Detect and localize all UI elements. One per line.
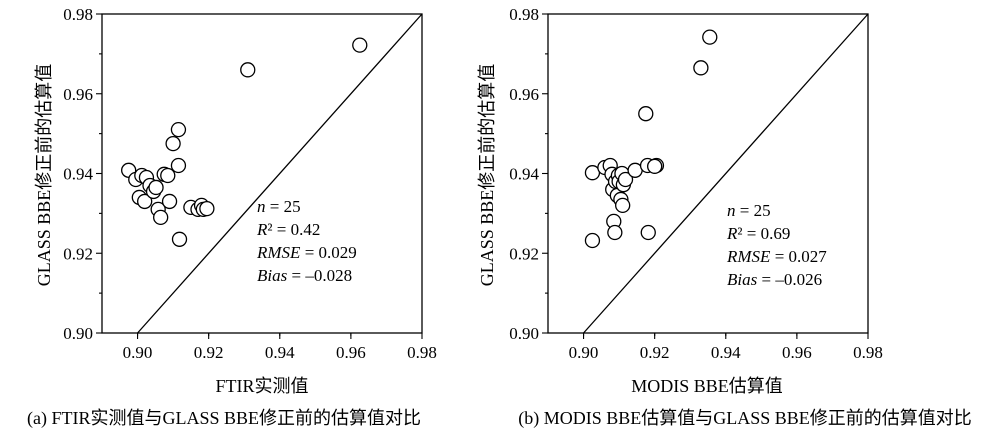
plot-area-b: 0.90 0.92 0.94 0.96 0.98 0.90 0.92 0.94 0.96 0.98…	[509, 5, 883, 362]
data-point	[615, 197, 631, 214]
x-tick-label: 0.90	[569, 343, 599, 362]
data-point	[647, 158, 663, 174]
data-point	[153, 209, 169, 226]
y-tick-label: 0.90	[509, 324, 539, 343]
data-point	[617, 171, 634, 188]
y-tick-label: 0.98	[63, 5, 93, 24]
one-to-one-line	[583, 13, 869, 334]
y-tick-label: 0.96	[509, 85, 539, 104]
data-point	[161, 193, 178, 210]
data-point	[170, 121, 187, 138]
y-axis-label-b-holder: GLASS BBE修正前的估算值	[477, 64, 497, 287]
x-tick-label: 0.96	[336, 343, 366, 362]
stat-rmse: RMSE = 0.029	[256, 243, 357, 262]
x-tick-label: 0.96	[782, 343, 812, 362]
stat-n: n = 25	[727, 201, 771, 220]
data-point	[640, 224, 656, 241]
stat-n: n = 25	[257, 197, 301, 216]
data-point	[148, 179, 164, 196]
one-to-one-line	[137, 13, 423, 334]
stat-r2: R² = 0.69	[726, 224, 790, 243]
data-point	[702, 29, 718, 45]
x-tick-label: 0.92	[194, 343, 224, 362]
data-point	[607, 224, 623, 241]
panel-caption-a: (a) FTIR实测值与GLASS BBE修正前的估算值对比	[27, 408, 421, 429]
y-tick-label: 0.92	[509, 244, 539, 263]
data-point	[199, 200, 215, 217]
y-tick-label: 0.98	[509, 5, 539, 24]
x-tick-label: 0.90	[123, 343, 153, 362]
scatter-panel-b: 0.90 0.92 0.94 0.96 0.98 0.90 0.92 0.94 0.96 0.98…	[509, 5, 972, 429]
x-tick-label: 0.98	[853, 343, 883, 362]
data-point	[638, 106, 654, 122]
data-point	[160, 167, 176, 184]
stat-bias: Bias = –0.026	[727, 270, 822, 289]
data-point	[170, 157, 187, 174]
data-point	[165, 135, 181, 152]
y-axis-label-b-text: GLASS BBE修正前的估算值	[477, 64, 497, 287]
x-axis-label-b: MODIS BBE估算值	[631, 376, 783, 396]
stat-r2: R² = 0.42	[256, 220, 320, 239]
y-tick-label: 0.94	[509, 165, 539, 184]
data-point	[171, 231, 188, 247]
x-tick-label: 0.94	[265, 343, 295, 362]
data-point	[584, 232, 601, 249]
panel-caption-b: (b) MODIS BBE估算值与GLASS BBE修正前的估算值对比	[518, 408, 972, 429]
stat-rmse: RMSE = 0.027	[726, 247, 827, 266]
data-point	[352, 37, 368, 53]
plot-area-a: 0.90 0.92 0.94 0.96 0.98 0.90 0.92 0.94 0.96 0.98…	[63, 5, 437, 362]
y-tick-label: 0.92	[63, 244, 93, 263]
data-point	[137, 193, 153, 210]
y-tick-label: 0.94	[63, 165, 93, 184]
data-point	[240, 62, 256, 78]
y-tick-label: 0.96	[63, 85, 93, 104]
x-axis-label-a: FTIR实测值	[215, 376, 308, 396]
stat-bias: Bias = –0.028	[257, 266, 352, 285]
x-tick-label: 0.92	[640, 343, 670, 362]
scatter-panel-a: 0.90 0.92 0.94 0.96 0.98 0.90 0.92 0.94 0.96 0.98…	[27, 5, 437, 429]
y-tick-label: 0.90	[63, 324, 93, 343]
data-point	[693, 60, 709, 76]
x-tick-label: 0.98	[407, 343, 437, 362]
x-tick-label: 0.94	[711, 343, 741, 362]
y-axis-label-a: GLASS BBE修正前的估算值	[34, 64, 54, 287]
